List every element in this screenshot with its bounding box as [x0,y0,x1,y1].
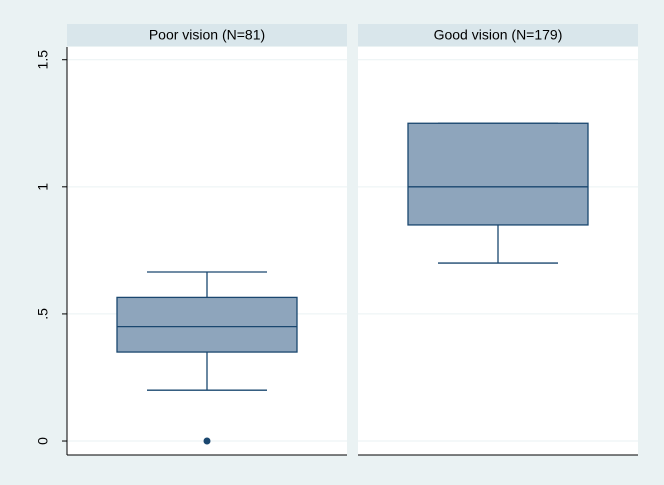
panel-strip [358,24,638,46]
y-tick-label: .5 [35,308,51,320]
y-tick-label: 0 [35,437,51,445]
panel-title: Good vision (N=179) [434,27,563,43]
box [407,122,589,226]
box [116,296,298,353]
panel-title: Poor vision (N=81) [149,27,265,43]
plot-area [67,47,347,455]
outlier [203,437,211,445]
panel-strip [67,24,347,46]
y-tick-label: 1 [35,183,51,191]
y-tick-label: 1.5 [35,50,51,70]
